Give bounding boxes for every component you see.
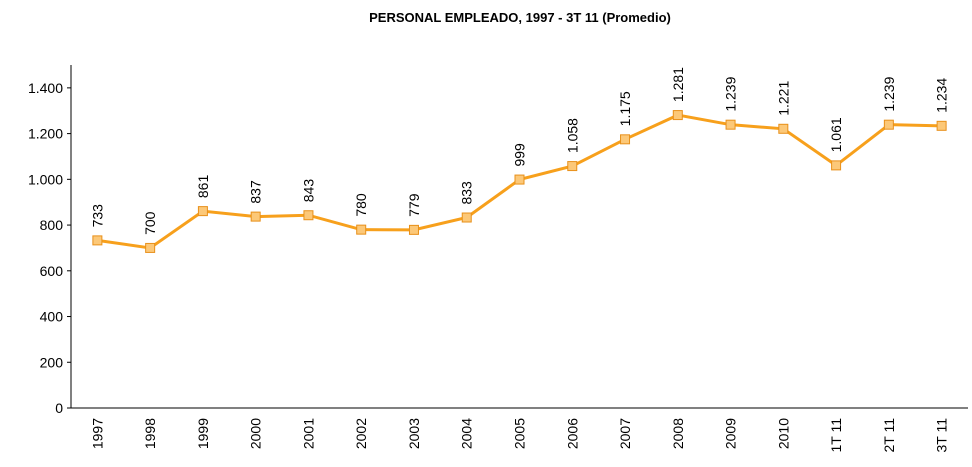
x-tick-label: 1999	[195, 418, 211, 449]
x-tick-label: 2003	[406, 418, 422, 449]
x-tick-label: 2001	[300, 418, 316, 449]
x-tick-label: 2009	[723, 418, 739, 449]
y-tick-label: 1.400	[28, 80, 63, 96]
marker	[567, 161, 578, 172]
data-label: 1.061	[828, 117, 844, 152]
marker	[356, 224, 367, 235]
data-label: 780	[353, 193, 369, 217]
chart-title: PERSONAL EMPLEADO, 1997 - 3T 11 (Promedi…	[369, 10, 671, 25]
x-tick-label: 2004	[459, 418, 475, 449]
data-label: 833	[459, 181, 475, 205]
x-tick-label: 1997	[89, 418, 105, 449]
x-tick-label: 2007	[617, 418, 633, 449]
marker	[408, 224, 419, 235]
marker	[250, 211, 261, 222]
x-tick-label: 2005	[512, 418, 528, 449]
marker	[883, 119, 894, 130]
x-tick-label: 3T 11	[934, 418, 950, 453]
data-label: 843	[300, 179, 316, 203]
y-tick-label: 1.000	[28, 171, 63, 187]
data-label: 1.058	[564, 118, 580, 153]
x-tick-label: 2006	[564, 418, 580, 449]
marker	[145, 242, 156, 253]
data-label: 1.239	[723, 76, 739, 111]
marker	[514, 174, 525, 185]
y-tick-label: 800	[40, 217, 64, 233]
marker	[303, 210, 314, 221]
marker	[778, 123, 789, 134]
marker	[461, 212, 472, 223]
marker	[197, 206, 208, 217]
y-tick-label: 600	[40, 263, 64, 279]
y-tick-label: 200	[40, 354, 64, 370]
marker	[725, 119, 736, 130]
data-label: 1.234	[934, 78, 950, 113]
marker	[672, 110, 683, 121]
data-label: 999	[512, 143, 528, 167]
y-tick-label: 400	[40, 309, 64, 325]
y-tick-label: 1.200	[28, 126, 63, 142]
y-tick-label: 0	[55, 400, 63, 416]
marker	[936, 120, 947, 131]
x-tick-label: 2002	[353, 418, 369, 449]
data-label: 837	[248, 180, 264, 204]
marker	[620, 134, 631, 145]
marker	[92, 235, 103, 246]
x-tick-label: 2T 11	[881, 418, 897, 453]
data-label: 779	[406, 193, 422, 217]
data-label: 700	[142, 211, 158, 235]
data-label: 1.175	[617, 91, 633, 126]
x-tick-label: 1998	[142, 418, 158, 449]
x-tick-label: 1T 11	[828, 418, 844, 453]
data-label: 733	[89, 204, 105, 228]
data-label: 1.281	[670, 67, 686, 102]
x-tick-label: 2000	[248, 418, 264, 449]
marker	[831, 160, 842, 171]
x-tick-label: 2008	[670, 418, 686, 449]
x-tick-label: 2010	[775, 418, 791, 449]
data-label: 1.239	[881, 76, 897, 111]
data-label: 861	[195, 175, 211, 199]
data-label: 1.221	[775, 81, 791, 116]
